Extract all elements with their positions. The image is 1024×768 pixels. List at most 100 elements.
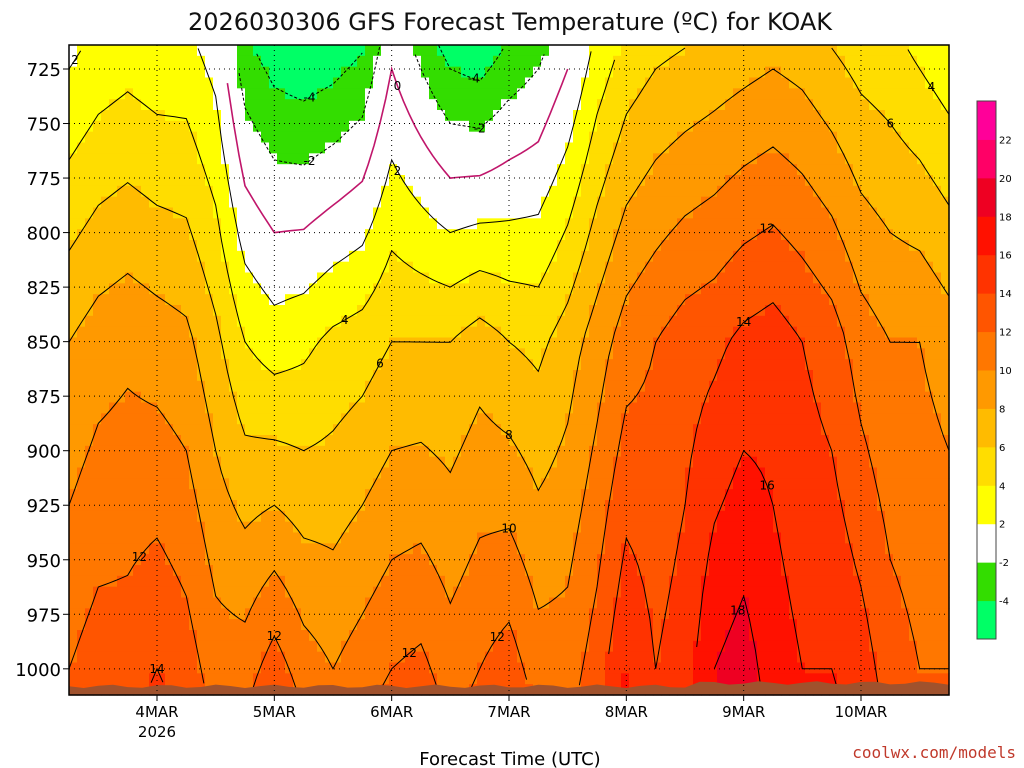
temperature-cell — [141, 66, 150, 79]
temperature-cell — [693, 630, 702, 642]
temperature-cell — [237, 391, 246, 404]
temperature-cell — [709, 110, 718, 122]
temperature-cell — [221, 120, 230, 133]
temperature-cell — [621, 435, 630, 447]
temperature-cell — [269, 510, 278, 523]
temperature-cell — [453, 608, 462, 620]
temperature-cell — [381, 402, 390, 414]
temperature-cell — [573, 55, 582, 68]
temperature-cell — [277, 175, 286, 187]
temperature-cell — [637, 630, 646, 642]
temperature-cell — [453, 651, 462, 664]
temperature-cell — [485, 185, 494, 198]
temperature-cell — [541, 673, 550, 685]
temperature-cell — [445, 359, 454, 371]
temperature-cell — [709, 597, 718, 609]
temperature-cell — [589, 272, 598, 284]
temperature-cell — [573, 445, 582, 458]
temperature-cell — [229, 510, 238, 523]
temperature-cell — [197, 261, 206, 274]
temperature-cell — [117, 250, 126, 263]
temperature-cell — [517, 521, 526, 534]
temperature-cell — [469, 99, 478, 111]
temperature-cell — [149, 261, 158, 274]
temperature-cell — [173, 110, 182, 122]
temperature-cell — [725, 673, 734, 685]
temperature-cell — [85, 153, 94, 165]
temperature-cell — [693, 120, 702, 133]
temperature-cell — [165, 521, 174, 534]
temperature-cell — [453, 489, 462, 501]
temperature-cell — [701, 380, 710, 393]
temperature-cell — [381, 424, 390, 436]
temperature-cell — [237, 250, 246, 263]
temperature-cell — [125, 175, 134, 187]
temperature-cell — [77, 131, 86, 144]
temperature-cell — [573, 294, 582, 306]
temperature-cell — [85, 229, 94, 241]
temperature-cell — [309, 45, 318, 57]
temperature-cell — [421, 500, 430, 512]
temperature-cell — [93, 478, 102, 490]
temperature-cell — [653, 619, 662, 631]
temperature-cell — [557, 424, 566, 436]
temperature-cell — [333, 478, 342, 490]
temperature-cell — [149, 489, 158, 501]
temperature-cell — [245, 272, 254, 284]
temperature-cell — [421, 99, 430, 111]
temperature-cell — [413, 196, 422, 209]
temperature-cell — [565, 131, 574, 144]
temperature-cell — [445, 66, 454, 79]
temperature-cell — [261, 554, 270, 566]
temperature-cell — [581, 424, 590, 436]
temperature-cell — [229, 435, 238, 447]
temperature-cell — [669, 391, 678, 404]
temperature-cell — [477, 207, 486, 219]
temperature-cell — [693, 435, 702, 447]
temperature-cell — [397, 467, 406, 479]
temperature-cell — [725, 565, 734, 577]
temperature-cell — [245, 467, 254, 479]
temperature-cell — [301, 630, 310, 642]
temperature-cell — [525, 467, 534, 479]
temperature-cell — [597, 294, 606, 306]
temperature-cell — [637, 55, 646, 68]
temperature-cell — [453, 175, 462, 187]
temperature-cell — [269, 467, 278, 479]
temperature-cell — [421, 45, 430, 57]
temperature-cell — [69, 261, 78, 274]
temperature-cell — [285, 153, 294, 165]
temperature-cell — [101, 565, 110, 577]
temperature-cell — [325, 294, 334, 306]
temperature-cell — [109, 207, 118, 219]
temperature-cell — [469, 402, 478, 414]
temperature-cell — [349, 229, 358, 241]
temperature-cell — [397, 673, 406, 685]
temperature-cell — [301, 45, 310, 57]
temperature-cell — [613, 370, 622, 382]
temperature-cell — [197, 175, 206, 187]
temperature-cell — [341, 586, 350, 599]
temperature-cell — [325, 651, 334, 664]
temperature-cell — [509, 619, 518, 631]
temperature-cell — [613, 207, 622, 219]
temperature-cell — [349, 305, 358, 317]
temperature-cell — [349, 435, 358, 447]
temperature-cell — [565, 662, 574, 674]
temperature-cell — [85, 326, 94, 339]
temperature-cell — [341, 489, 350, 501]
temperature-cell — [125, 261, 134, 274]
temperature-cell — [605, 391, 614, 404]
temperature-cell — [565, 153, 574, 165]
temperature-cell — [525, 532, 534, 544]
temperature-cell — [637, 532, 646, 544]
temperature-cell — [509, 142, 518, 154]
temperature-cell — [221, 131, 230, 144]
temperature-cell — [277, 110, 286, 122]
temperature-cell — [253, 597, 262, 609]
temperature-cell — [405, 175, 414, 187]
temperature-cell — [613, 337, 622, 349]
temperature-cell — [141, 435, 150, 447]
temperature-cell — [533, 456, 542, 469]
temperature-cell — [189, 597, 198, 609]
